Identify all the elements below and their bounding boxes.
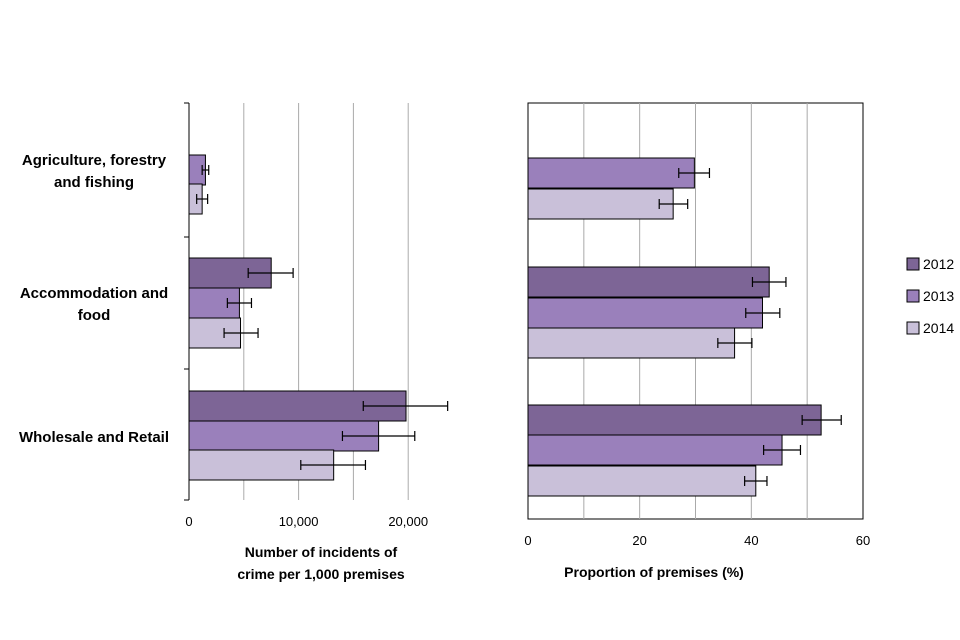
legend: 2012 2013 2014 bbox=[906, 256, 954, 336]
x-tick-label: 40 bbox=[744, 533, 758, 548]
bar-2014-2 bbox=[527, 465, 757, 497]
x-tick-label: 10,000 bbox=[279, 514, 319, 529]
category-label: Accommodation and bbox=[20, 285, 168, 302]
x-axis-title: crime per 1,000 premises bbox=[237, 566, 405, 582]
category-label: Wholesale and Retail bbox=[19, 429, 169, 446]
bar-2013-1 bbox=[527, 297, 763, 329]
bar-2014-0 bbox=[527, 188, 674, 220]
bar-2014-1 bbox=[527, 327, 736, 359]
x-tick-label: 0 bbox=[185, 514, 192, 529]
bar-2012-1 bbox=[527, 266, 770, 298]
category-label: and fishing bbox=[54, 174, 134, 191]
left-panel-incidents: 0 10,000 20,000 Number of incidents of crime… bbox=[19, 102, 449, 582]
x-tick-label: 0 bbox=[524, 533, 531, 548]
x-axis-title: Number of incidents of bbox=[245, 544, 398, 560]
category-label: Agriculture, forestry bbox=[22, 152, 167, 169]
legend-label: 2013 bbox=[923, 288, 954, 304]
legend-label: 2012 bbox=[923, 256, 954, 272]
bar-2013-2 bbox=[527, 434, 783, 466]
right-panel-proportion: 0 20 40 60 Proportion of premises (%) bbox=[524, 102, 870, 580]
bar-2012-2 bbox=[527, 404, 822, 436]
x-tick-label: 60 bbox=[856, 533, 870, 548]
legend-label: 2014 bbox=[923, 320, 954, 336]
x-axis-title: Proportion of premises (%) bbox=[564, 564, 744, 580]
category-label: food bbox=[78, 307, 110, 324]
legend-swatch-2014 bbox=[906, 321, 920, 335]
x-tick-label: 20 bbox=[632, 533, 646, 548]
legend-swatch-2013 bbox=[906, 289, 920, 303]
x-tick-label: 20,000 bbox=[388, 514, 428, 529]
legend-swatch-2012 bbox=[906, 257, 920, 271]
bar-2013-0 bbox=[527, 157, 695, 189]
